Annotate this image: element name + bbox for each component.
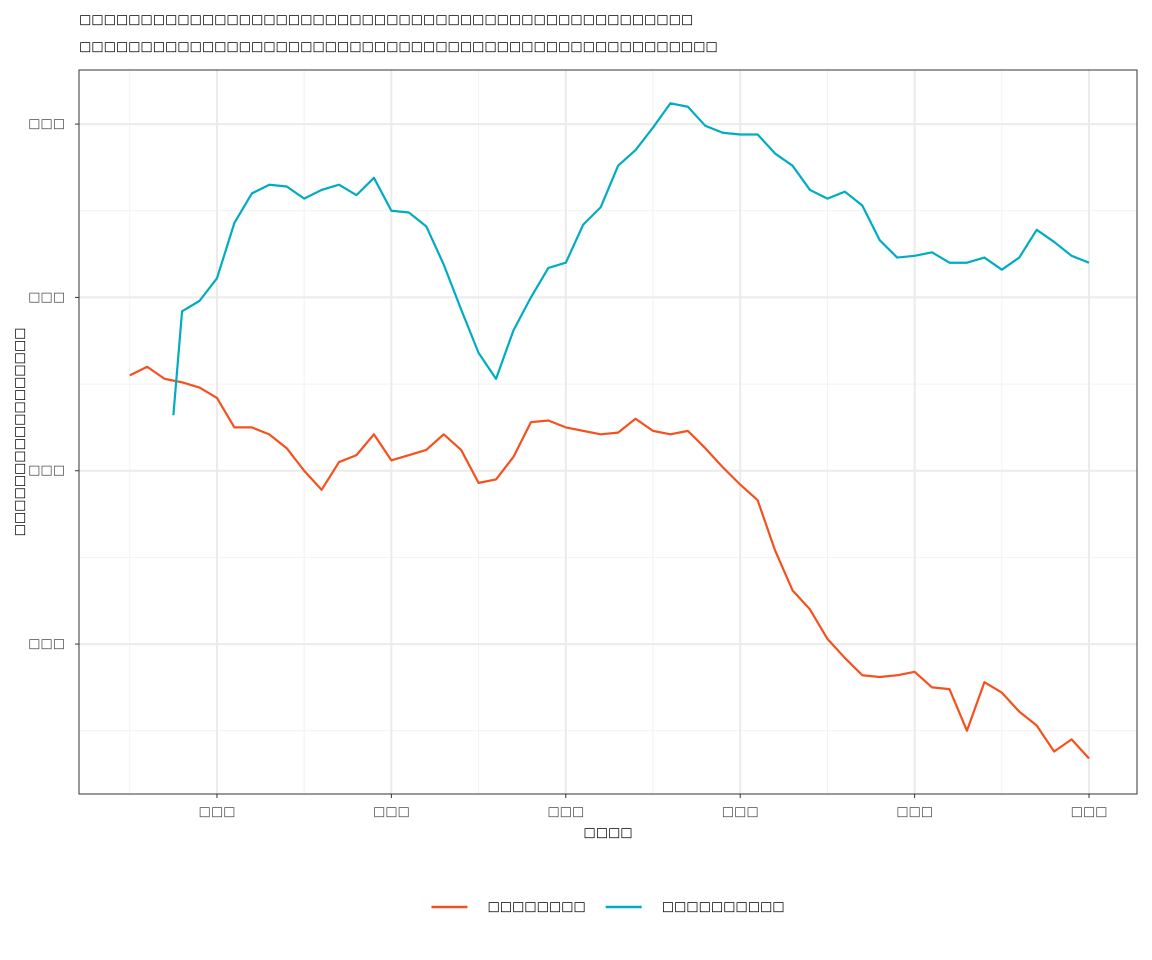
x-tick-label: □□□ bbox=[547, 805, 584, 820]
plot-border bbox=[78, 69, 1138, 795]
y-tick-label: □□□ bbox=[28, 117, 65, 132]
x-tick-label: □□□ bbox=[1071, 805, 1108, 820]
x-tick-label: □□□ bbox=[896, 805, 933, 820]
y-tick-label: □□□ bbox=[28, 463, 65, 478]
x-tick-label: □□□ bbox=[199, 805, 236, 820]
chart-subtitle: □□□□□□□□□□□□□□□□□□□□□□□□□□□□□□□□□□□□□□□□… bbox=[79, 40, 718, 55]
series-line bbox=[129, 365, 1090, 760]
chart-title: □□□□□□□□□□□□□□□□□□□□□□□□□□□□□□□□□□□□□□□□… bbox=[79, 13, 693, 28]
x-tick-label: □□□ bbox=[373, 805, 410, 820]
x-axis-title: □□□□ bbox=[583, 826, 632, 841]
legend: □□□□□□□□ □□□□□□□□□□ bbox=[431, 900, 785, 915]
y-tick-label: □□□ bbox=[28, 637, 65, 652]
y-axis-title: □□□□□□□□□□□□□□□□□ bbox=[13, 328, 28, 537]
legend-label: □□□□□□□□ bbox=[487, 900, 585, 915]
series-line bbox=[172, 102, 1090, 416]
legend-label: □□□□□□□□□□ bbox=[662, 900, 785, 915]
y-tick-label: □□□ bbox=[28, 290, 65, 305]
x-tick-label: □□□ bbox=[722, 805, 759, 820]
